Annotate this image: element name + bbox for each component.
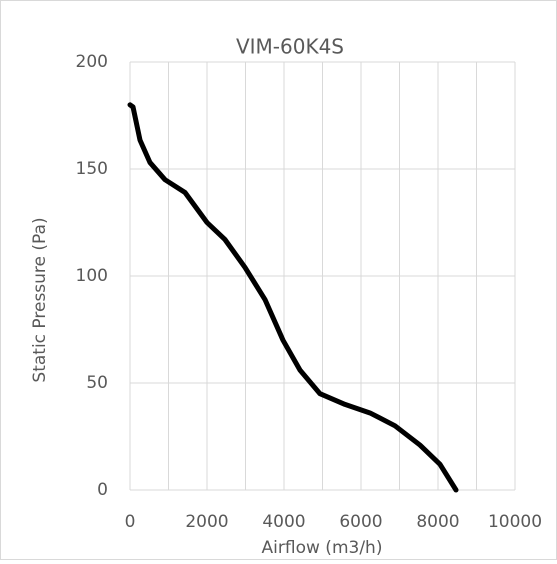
- data-line: [127, 102, 459, 493]
- x-axis-label: Airflow (m3/h): [262, 538, 383, 558]
- y-tick-label: 0: [97, 480, 108, 500]
- y-tick-label: 150: [76, 159, 108, 179]
- y-tick-label: 200: [76, 52, 108, 72]
- x-tick-label: 0: [125, 512, 136, 532]
- x-tick-label: 2000: [185, 512, 228, 532]
- y-tick-label: 50: [86, 373, 108, 393]
- x-tick-label: 6000: [339, 512, 382, 532]
- x-tick-label: 4000: [262, 512, 305, 532]
- chart-title: VIM-60K4S: [236, 35, 344, 59]
- y-axis-label: Static Pressure (Pa): [30, 217, 50, 382]
- y-tick-label: 100: [76, 266, 108, 286]
- x-tick-label: 10000: [488, 512, 542, 532]
- x-tick-label: 8000: [416, 512, 459, 532]
